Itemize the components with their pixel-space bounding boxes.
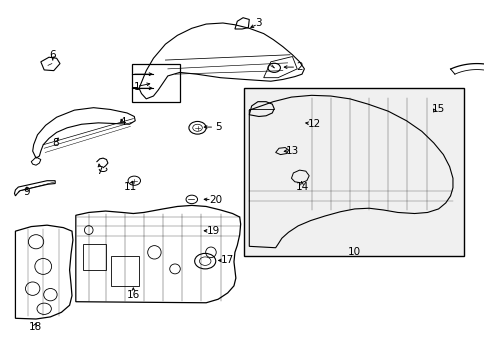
Text: 11: 11 — [124, 182, 137, 192]
Text: 20: 20 — [209, 195, 222, 205]
Text: 9: 9 — [23, 187, 30, 197]
Text: 14: 14 — [295, 182, 308, 192]
Text: 19: 19 — [206, 226, 220, 236]
Text: 1: 1 — [133, 81, 140, 91]
Text: 18: 18 — [28, 323, 41, 333]
Text: 12: 12 — [307, 118, 320, 129]
Text: 7: 7 — [96, 166, 103, 176]
Polygon shape — [244, 88, 463, 256]
Text: 2: 2 — [296, 62, 302, 72]
Text: 8: 8 — [52, 138, 59, 148]
Text: 5: 5 — [214, 122, 221, 132]
Text: 15: 15 — [431, 104, 444, 114]
Text: 4: 4 — [119, 117, 125, 127]
Text: 13: 13 — [285, 146, 299, 156]
Text: 3: 3 — [255, 18, 262, 28]
Text: 16: 16 — [126, 290, 140, 300]
Text: 17: 17 — [221, 256, 234, 265]
Text: 10: 10 — [347, 247, 361, 257]
Text: 6: 6 — [49, 50, 56, 60]
